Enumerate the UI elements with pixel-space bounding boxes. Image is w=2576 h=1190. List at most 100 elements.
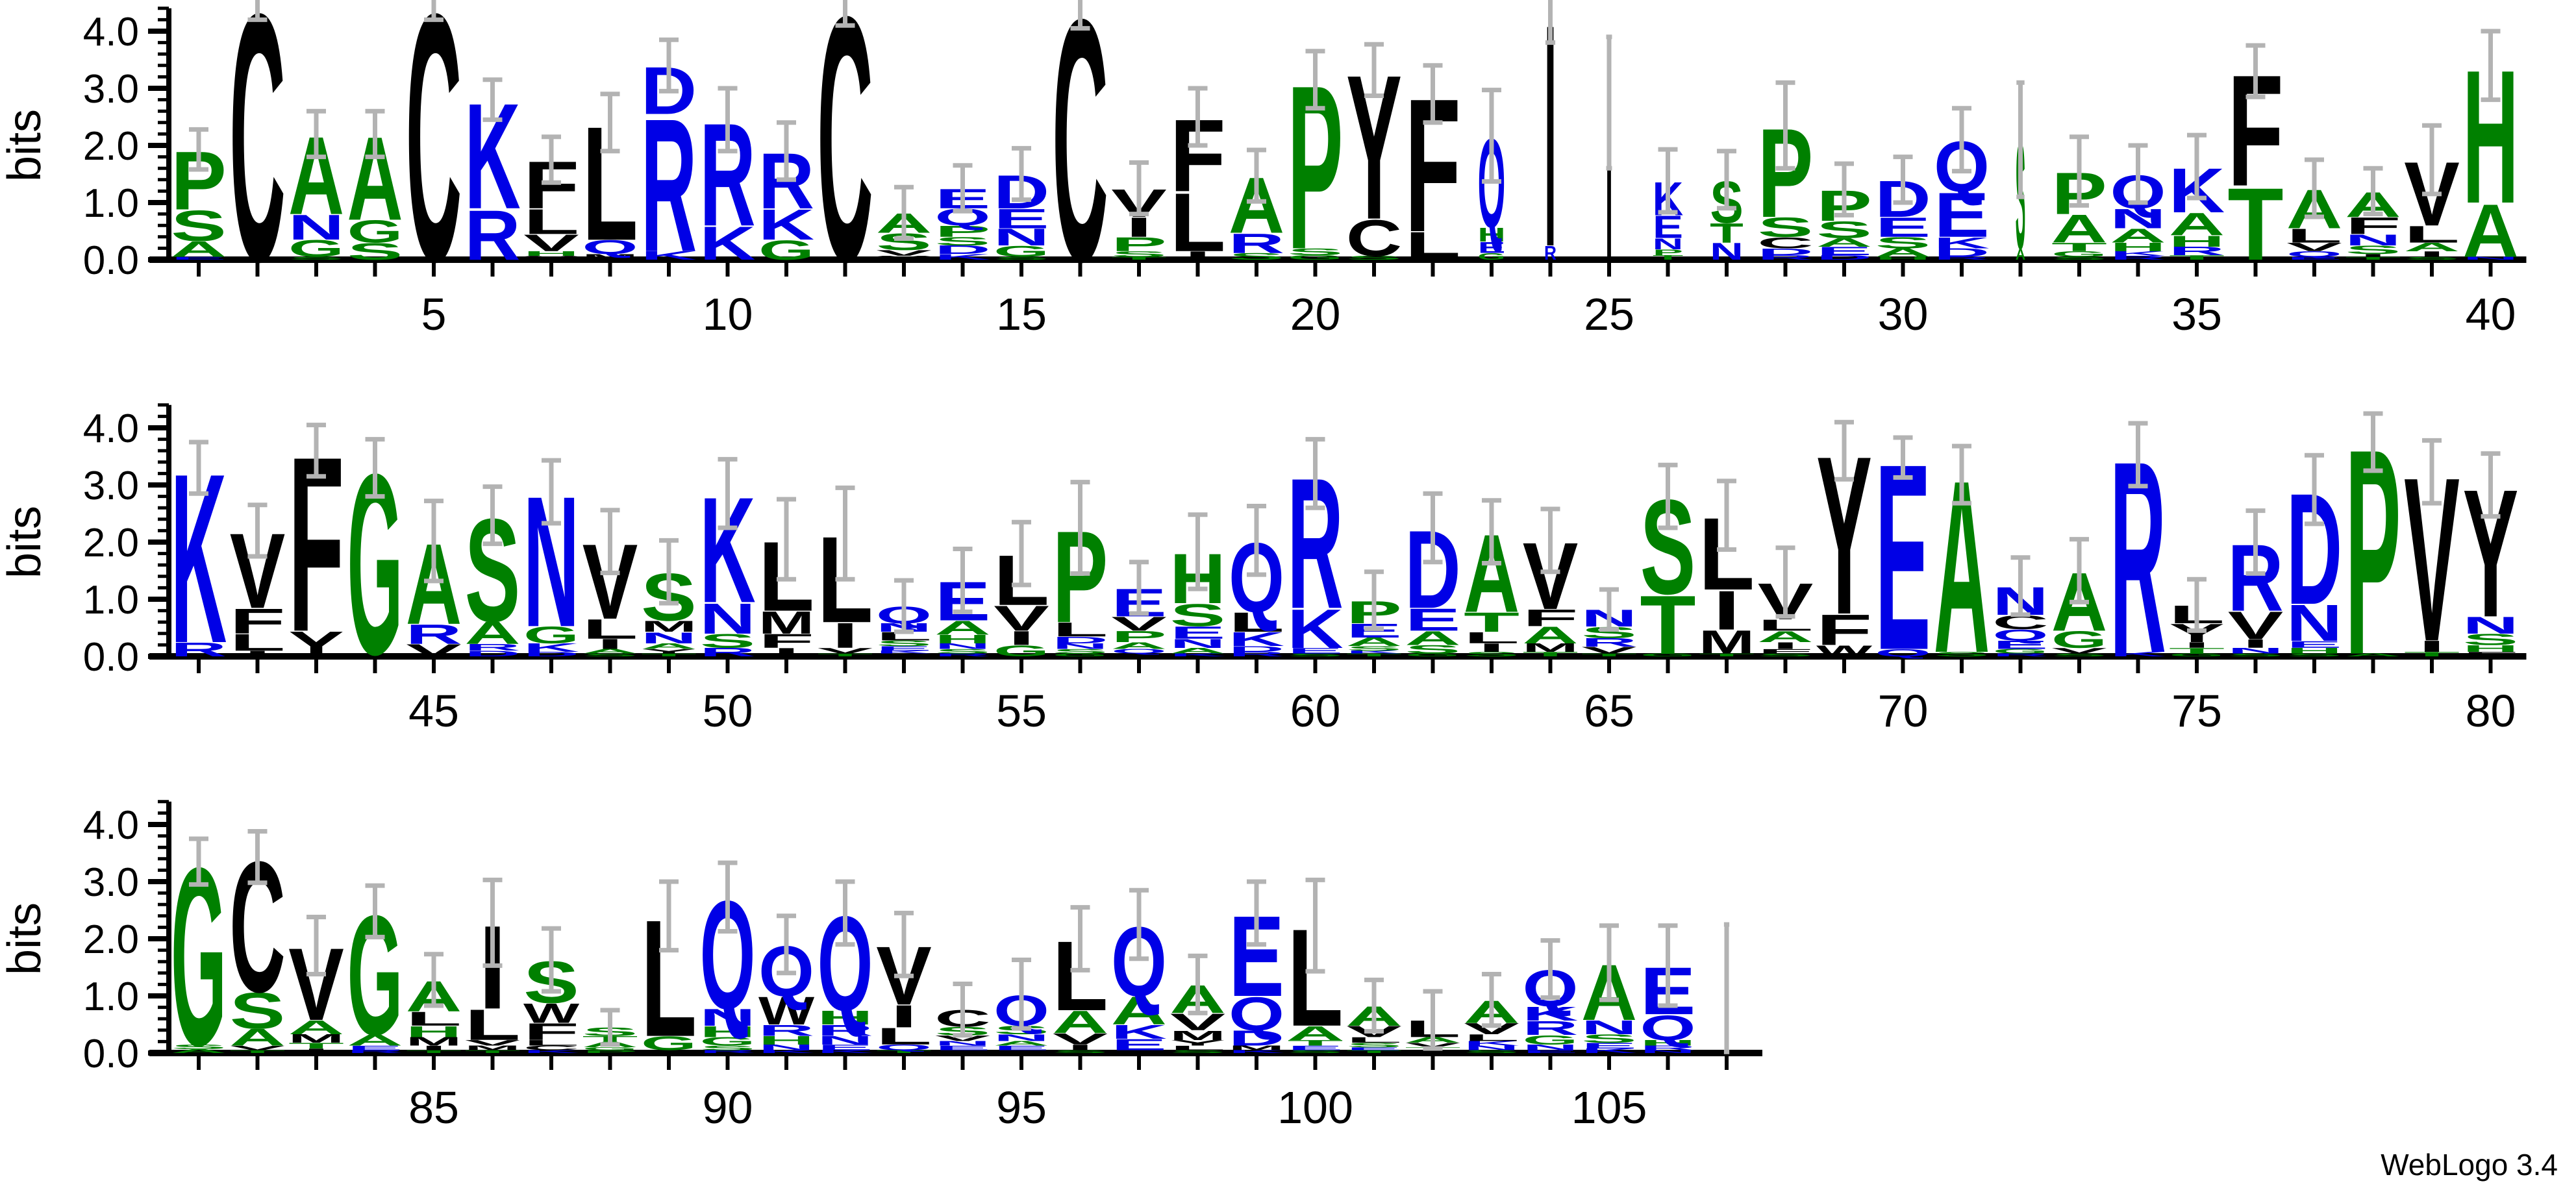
position-stack: C — [817, 0, 873, 334]
logo-letter: Y — [876, 254, 932, 260]
logo-letter: I — [1605, 62, 1612, 306]
error-bar — [2187, 132, 2207, 201]
error-bar — [1599, 923, 1619, 1002]
logo-letter: E — [347, 1045, 403, 1052]
logo-letter: S — [876, 639, 932, 648]
logo-letter: T — [2169, 647, 2225, 656]
logo-letter: C — [817, 0, 873, 334]
logo-letter: A — [2051, 207, 2107, 251]
logo-letter: P — [1111, 628, 1167, 646]
error-bar — [600, 92, 620, 154]
error-bar — [189, 440, 208, 496]
logo-letter: E — [935, 1045, 991, 1052]
error-bar — [718, 86, 738, 154]
logo-letter: I — [1125, 212, 1153, 243]
logo-letter: T — [406, 1050, 462, 1054]
error-bar — [1188, 512, 1208, 591]
logo-letter: N — [2110, 203, 2166, 234]
logo-letter: K — [1111, 1021, 1167, 1043]
logo-row-2: 0.0 1.0 2.0 3.0 4.0 bits 45 50 55 60 65 70 75 80 R K I L F… — [0, 397, 2576, 793]
error-bar — [424, 0, 444, 22]
logo-letter: S — [700, 630, 756, 652]
logo-letter: T — [1699, 653, 1755, 658]
logo-letter: I — [1008, 627, 1036, 649]
logo-letter: L — [2404, 221, 2460, 247]
error-bar — [835, 485, 855, 582]
logo-letter: S — [1816, 217, 1872, 243]
logo-letter: S — [2051, 653, 2107, 658]
logo-letter: S — [1758, 212, 1814, 243]
logo-letter: N — [934, 641, 990, 651]
logo-letter: S — [1346, 1041, 1402, 1048]
x-tick-label: 70 — [1878, 686, 1929, 736]
logo-letter: T — [1522, 651, 1578, 658]
error-bar — [1364, 569, 1384, 632]
error-bar — [1952, 106, 1971, 174]
logo-letter: K — [699, 217, 755, 270]
logo-letter: E — [818, 1043, 873, 1052]
logo-letter: E — [1934, 180, 1990, 251]
error-bar — [424, 499, 444, 584]
logo-letter: E — [1993, 638, 2049, 651]
logo-letter: T — [1710, 217, 1744, 249]
logo-letter: G — [288, 236, 344, 262]
error-bar — [247, 0, 268, 22]
logo-letter: I — [1419, 1050, 1447, 1054]
error-bar — [1012, 958, 1031, 1031]
logo-letter: A — [2404, 240, 2460, 253]
logo-row-3: 0.0 1.0 2.0 3.0 4.0 bits 85 90 95 100 105 A S G T V A S C I… — [0, 793, 2576, 1190]
logo-letter: K — [1464, 1040, 1519, 1047]
error-bar — [718, 860, 738, 934]
logo-letter: Q — [876, 1043, 932, 1052]
logo-letter: S — [2286, 653, 2342, 658]
logo-letter: I — [1713, 580, 1741, 642]
error-bar — [835, 879, 855, 947]
logo-letter: V — [406, 641, 462, 660]
logo-letter: E — [1288, 647, 1344, 656]
logo-letter: M — [758, 605, 814, 640]
error-bar — [247, 829, 268, 886]
logo-letter: R — [1581, 636, 1637, 649]
x-tick-label: 30 — [1878, 289, 1929, 340]
logo-letter: T — [2404, 651, 2460, 658]
logo-letter: N — [699, 594, 755, 643]
logo-letter: E — [1111, 1035, 1167, 1054]
error-bar — [482, 484, 503, 547]
logo-letter: E — [1405, 602, 1461, 638]
logo-letter: C — [1052, 0, 1108, 333]
error-bar — [1012, 145, 1031, 203]
logo-letter: R — [1934, 256, 1990, 260]
logo-letter: G — [2051, 250, 2107, 259]
logo-letter: D — [1757, 247, 1813, 257]
error-bar — [482, 77, 503, 122]
logo-letter: P — [935, 223, 991, 241]
logo-letter: R — [1640, 1045, 1695, 1052]
x-tick-label: 100 — [1277, 1082, 1353, 1133]
logo-letter: D — [1816, 254, 1872, 261]
logo-letter: E — [1653, 209, 1683, 245]
position-stack: YVSA — [876, 208, 932, 260]
logo-letter: S — [1934, 651, 1990, 658]
x-tick-label: 105 — [1571, 1082, 1647, 1133]
position-stack: KRD — [641, 53, 697, 292]
logo-letter: I — [831, 616, 859, 656]
logo-letter: H — [934, 632, 990, 645]
logo-letter: F — [2345, 212, 2401, 239]
logo-letter: S — [935, 235, 991, 248]
error-bar — [659, 879, 679, 953]
logo-letter: K — [1229, 1049, 1284, 1054]
logo-letter: S — [935, 648, 991, 655]
logo-letter: G — [1053, 652, 1108, 657]
logo-letter: R — [2169, 245, 2225, 258]
logo-letter: N — [758, 1043, 814, 1052]
error-bar — [953, 547, 973, 614]
logo-letter: G — [2051, 626, 2107, 653]
logo-letter: E — [876, 645, 932, 652]
error-bar — [777, 120, 796, 182]
logo-letter: G — [347, 214, 403, 249]
error-bar — [1834, 161, 1854, 217]
